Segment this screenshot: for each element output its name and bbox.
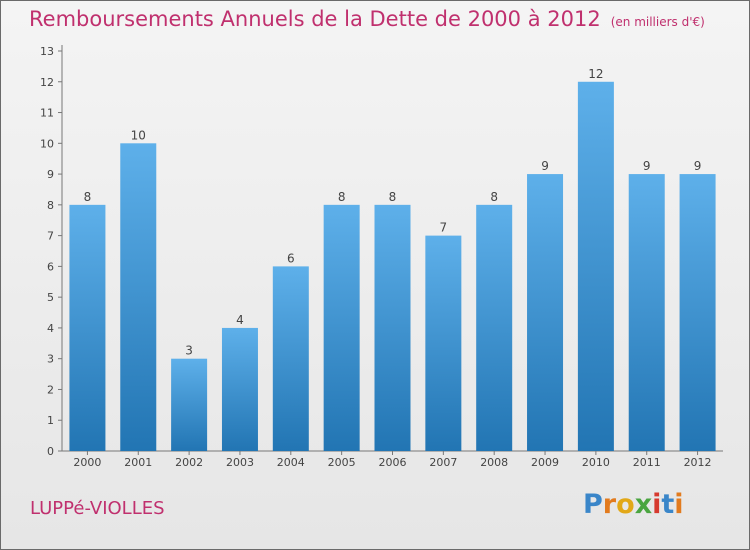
bar [69,204,106,451]
bar [374,204,411,451]
data-label: 7 [440,221,448,235]
y-tick-label: 5 [47,291,54,304]
x-tick-label: 2008 [480,456,508,469]
data-label: 8 [338,190,346,204]
x-tick-label: 2009 [531,456,559,469]
x-tick-label: 2011 [633,456,661,469]
chart-title-text: Remboursements Annuels de la Dette de 20… [29,7,601,31]
bar [527,174,564,452]
x-tick-label: 2012 [684,456,712,469]
y-tick-label: 9 [47,168,54,181]
chart-title: Remboursements Annuels de la Dette de 20… [29,7,705,31]
data-label: 8 [490,190,498,204]
x-tick-label: 2004 [277,456,305,469]
data-label: 9 [541,159,549,173]
bar [628,174,665,452]
x-tick-label: 2005 [328,456,356,469]
proxiti-logo: Proxiti [583,489,684,520]
data-label: 8 [389,190,397,204]
bar [577,81,614,452]
bar [221,327,258,451]
x-tick-label: 2002 [175,456,203,469]
data-label: 3 [185,344,193,358]
bar [425,235,462,451]
y-tick-label: 13 [40,45,54,58]
data-label: 4 [236,313,244,327]
y-tick-label: 10 [40,137,54,150]
data-label: 9 [643,159,651,173]
x-tick-label: 2000 [73,456,101,469]
data-label: 10 [131,128,146,142]
x-tick-label: 2007 [429,456,457,469]
y-tick-label: 8 [47,199,54,212]
x-tick-label: 2001 [124,456,152,469]
y-tick-label: 3 [47,353,54,366]
commune-name: LUPPé-VIOLLES [30,498,165,519]
y-tick-label: 2 [47,383,54,396]
x-tick-label: 2010 [582,456,610,469]
chart-unit: (en milliers d'€) [610,15,705,29]
y-tick-label: 11 [40,107,54,120]
y-tick-label: 12 [40,76,54,89]
bar [272,266,309,451]
bar [171,358,208,451]
bar [120,143,157,452]
x-tick-label: 2006 [379,456,407,469]
data-label: 12 [588,67,603,81]
y-tick-label: 0 [47,445,54,458]
y-tick-label: 1 [47,414,54,427]
bar [679,174,716,452]
data-label: 8 [84,190,92,204]
data-label: 6 [287,251,295,265]
x-tick-label: 2003 [226,456,254,469]
bar [476,204,513,451]
y-tick-label: 7 [47,230,54,243]
bar [323,204,360,451]
y-tick-label: 6 [47,260,54,273]
y-tick-label: 4 [47,322,54,335]
data-label: 9 [694,159,702,173]
